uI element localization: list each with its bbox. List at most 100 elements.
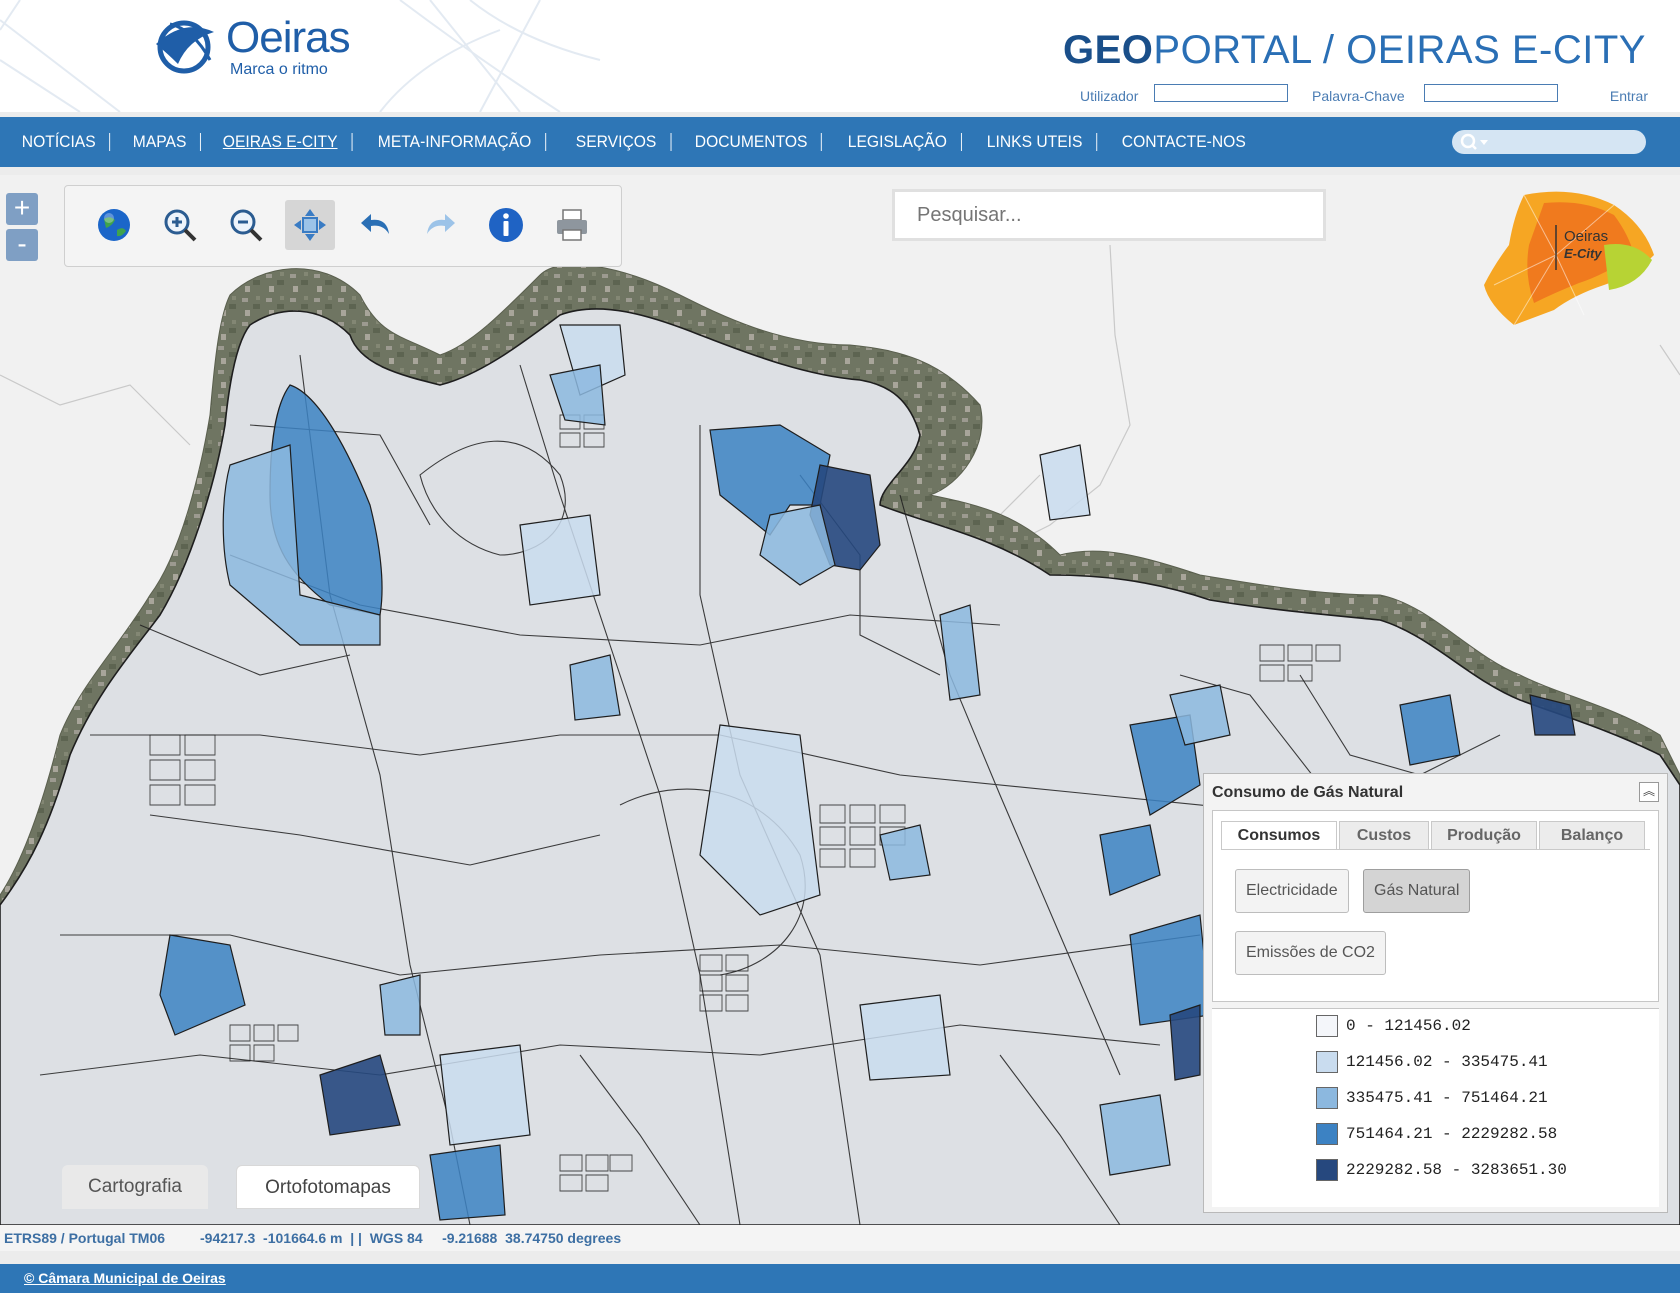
nav-item-noticias[interactable]: NOTÍCIAS [8, 133, 111, 151]
nav-items: NOTÍCIAS MAPAS OEIRAS E-CITY META-INFORM… [8, 117, 1273, 167]
parcel-class-3[interactable] [569, 654, 621, 721]
tab-consumos[interactable]: Consumos [1221, 821, 1337, 850]
parcel-class-2[interactable] [439, 1044, 531, 1146]
base-layer-ortofotomapas[interactable]: Ortofotomapas [236, 1165, 420, 1209]
pan-tool[interactable] [285, 200, 335, 250]
undo-icon [361, 214, 389, 234]
legend-swatch [1316, 1015, 1338, 1037]
legend-class-label: 751464.21 - 2229282.58 [1346, 1125, 1558, 1143]
full-extent-button[interactable] [89, 200, 139, 250]
header: Oeiras Marca o ritmo GEOPORTAL / OEIRAS … [0, 0, 1680, 112]
logo-name: Oeiras [226, 13, 351, 62]
nav-item-documentos[interactable]: DOCUMENTOS [681, 133, 822, 151]
electricidade-button[interactable]: Electricidade [1235, 869, 1349, 913]
search-icon [1460, 133, 1488, 150]
globe-icon [98, 209, 130, 241]
parcel-class-3[interactable] [1099, 1094, 1171, 1176]
tab-custos[interactable]: Custos [1339, 821, 1429, 850]
emissoes-co2-button[interactable]: Emissões de CO2 [1235, 931, 1386, 975]
legend-class-label: 121456.02 - 335475.41 [1346, 1053, 1548, 1071]
legend-class-label: 0 - 121456.02 [1346, 1017, 1471, 1035]
tab-divider [1221, 849, 1650, 850]
zoom-out-icon [230, 209, 263, 242]
zoom-out-tool[interactable] [221, 200, 271, 250]
collapse-button[interactable]: ︽ [1639, 782, 1659, 802]
tab-producao[interactable]: Produção [1431, 821, 1537, 850]
map-toolbar [64, 185, 622, 267]
legend-swatch [1316, 1123, 1338, 1145]
parcel-class-3[interactable] [759, 504, 836, 586]
oeiras-logo-icon [156, 20, 214, 74]
ecity-logo-line2: E-City [1564, 246, 1602, 261]
status-coordinates: -94217.3 -101664.6 m | | WGS 84 -9.21688… [200, 1230, 622, 1246]
parcel-class-5[interactable] [1529, 694, 1576, 736]
parcel-class-4[interactable] [429, 1144, 506, 1221]
legend-tab-frame: Consumos Custos Produção Balanço Electri… [1212, 810, 1659, 1002]
legend-classes: 0 - 121456.02 121456.02 - 335475.41 3354… [1212, 1008, 1659, 1207]
parcel-class-3[interactable] [379, 974, 421, 1036]
legend-class: 335475.41 - 751464.21 [1316, 1085, 1548, 1111]
enter-link[interactable]: Entrar [1609, 88, 1648, 104]
nav-item-mapas[interactable]: MAPAS [119, 133, 202, 151]
nav-search-input[interactable] [1452, 130, 1646, 154]
map-viewport[interactable]: + - [0, 175, 1680, 1225]
parcel-class-4[interactable] [1099, 824, 1161, 896]
legend-class-label: 335475.41 - 751464.21 [1346, 1089, 1548, 1107]
status-projection: ETRS89 / Portugal TM06 [4, 1230, 166, 1246]
base-layer-cartografia[interactable]: Cartografia [62, 1165, 208, 1209]
zoom-in-button[interactable]: + [6, 193, 38, 225]
legend-class: 2229282.58 - 3283651.30 [1316, 1157, 1567, 1183]
undo-button[interactable] [351, 200, 401, 250]
nav-item-oeiras-e-city[interactable]: OEIRAS E-CITY [209, 133, 352, 151]
zoom-in-tool[interactable] [155, 200, 205, 250]
nav-item-meta-informacao[interactable]: META-INFORMAÇÃO [364, 133, 547, 151]
portal-title-bold: GEO [1063, 28, 1154, 72]
map-search-input[interactable] [915, 192, 1319, 238]
header-decoration [0, 0, 601, 112]
info-icon [489, 208, 523, 242]
legend-class: 0 - 121456.02 [1316, 1013, 1471, 1039]
parcel-class-4[interactable] [1399, 694, 1461, 766]
copyright-link[interactable]: © Câmara Municipal de Oeiras [24, 1270, 226, 1286]
parcel-class-5[interactable] [1169, 1004, 1201, 1081]
parcel-class-2[interactable] [699, 724, 821, 916]
nav-item-contacte-nos[interactable]: CONTACTE-NOS [1121, 132, 1246, 151]
parcel-class-3[interactable] [1169, 684, 1231, 746]
redo-button[interactable] [415, 200, 465, 250]
nav-item-legislacao[interactable]: LEGISLAÇÃO [834, 133, 962, 151]
footer: © Câmara Municipal de Oeiras [0, 1264, 1680, 1293]
parcel-class-3[interactable] [222, 444, 381, 646]
chevron-up-icon: ︽ [1642, 784, 1655, 798]
gas-natural-button[interactable]: Gás Natural [1363, 869, 1471, 913]
parcel-class-3[interactable] [879, 824, 931, 881]
parcel-class-3[interactable] [549, 364, 606, 426]
portal-title: GEOPORTAL / OEIRAS E-CITY [1063, 28, 1646, 73]
parcel-class-4[interactable] [1129, 714, 1201, 816]
user-input[interactable] [1154, 84, 1288, 102]
legend-panel: Consumo de Gás Natural ︽ Consumos Custos… [1203, 773, 1668, 1213]
legend-swatch [1316, 1087, 1338, 1109]
nav-item-links-uteis[interactable]: LINKS UTEIS [973, 133, 1098, 151]
zoom-out-button[interactable]: - [6, 229, 38, 261]
parcel-class-3[interactable] [939, 604, 981, 701]
print-icon [557, 209, 587, 241]
map-search-box[interactable] [892, 189, 1326, 241]
user-label: Utilizador [1080, 88, 1139, 104]
parcel-class-5[interactable] [319, 1054, 401, 1136]
parcel-class-4[interactable] [709, 424, 831, 536]
parcel-class-2[interactable] [859, 994, 951, 1081]
legend-class-label: 2229282.58 - 3283651.30 [1346, 1161, 1567, 1179]
parcel-class-4[interactable] [159, 934, 246, 1036]
legend-title: Consumo de Gás Natural [1212, 784, 1404, 801]
password-input[interactable] [1424, 84, 1558, 102]
password-label: Palavra-Chave [1312, 88, 1405, 104]
parcel-class-2[interactable] [1039, 444, 1091, 521]
parcel-class-2[interactable] [519, 514, 601, 606]
legend-swatch [1316, 1159, 1338, 1181]
print-button[interactable] [547, 200, 597, 250]
info-button[interactable] [481, 200, 531, 250]
legend-class: 751464.21 - 2229282.58 [1316, 1121, 1557, 1147]
nav-item-servicos[interactable]: SERVIÇOS [562, 133, 672, 151]
tab-balanco[interactable]: Balanço [1539, 821, 1645, 850]
oeiras-logo[interactable]: Oeiras Marca o ritmo [148, 13, 351, 80]
